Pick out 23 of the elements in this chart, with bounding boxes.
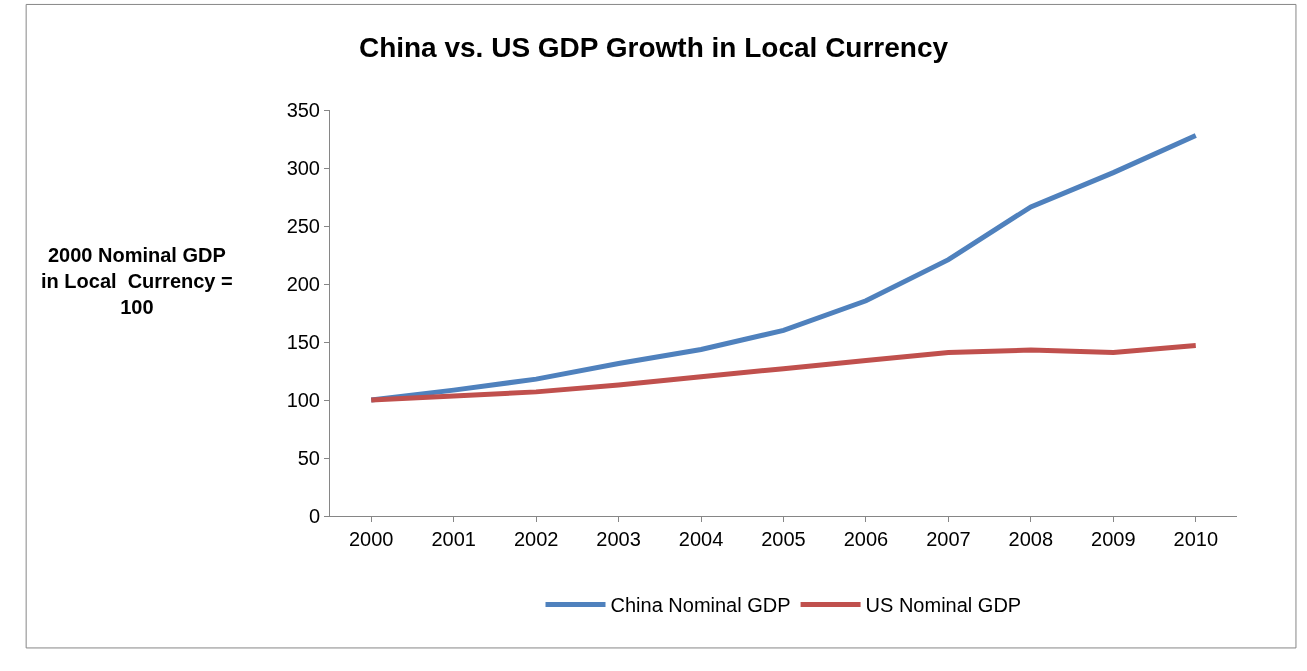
x-tick-label: 2006 (843, 528, 889, 550)
y-tick-label: 50 (297, 447, 320, 469)
legend-label: China Nominal GDP (610, 594, 791, 617)
y-tick-label: 350 (286, 99, 320, 121)
x-tick-label: 2001 (431, 528, 476, 550)
x-tick-label: 2010 (1173, 528, 1219, 550)
y-tick-label: 100 (286, 389, 320, 411)
x-tick-label: 2009 (1091, 528, 1136, 550)
y-tick-label: 150 (286, 331, 320, 353)
legend-label: US Nominal GDP (865, 594, 1022, 617)
y-tick-label: 200 (286, 273, 320, 295)
x-tick-label: 2008 (1008, 528, 1054, 550)
x-tick-label: 2002 (513, 528, 559, 550)
x-tick-label: 2000 (348, 528, 394, 550)
y-tick-label: 300 (286, 157, 320, 179)
y-tick-label: 250 (286, 215, 320, 237)
y-axis-title: 2000 Nominal GDP in Local Currency = 100 (41, 244, 233, 318)
y-tick-label: 0 (308, 505, 320, 527)
x-tick-label: 2007 (926, 528, 971, 550)
x-tick-label: 2003 (596, 528, 641, 550)
chart-title: China vs. US GDP Growth in Local Currency (358, 31, 949, 63)
x-tick-label: 2004 (678, 528, 724, 550)
x-tick-label: 2005 (761, 528, 806, 550)
